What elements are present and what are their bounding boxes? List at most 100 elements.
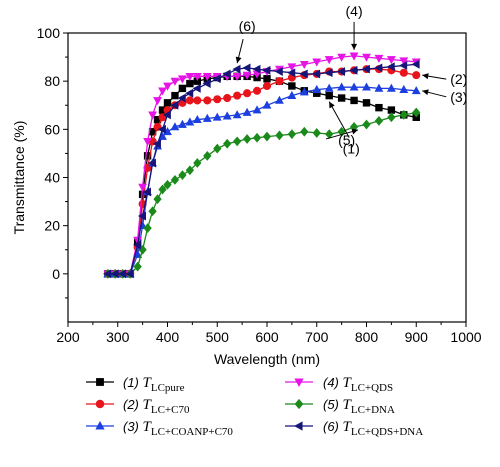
data-point-coanp: [212, 112, 222, 121]
data-point-lcpure: [337, 94, 346, 102]
data-point-coanp: [411, 86, 421, 95]
x-tick-label: 300: [106, 329, 130, 345]
legend-subscript: LC+COANP+C70: [151, 426, 234, 438]
x-tick-label: 500: [206, 329, 230, 345]
data-point-qdsdna: [287, 68, 296, 78]
data-point-qds: [143, 138, 153, 147]
data-point-dna: [163, 179, 172, 190]
annotation-dna: (5): [325, 128, 359, 148]
legend-number: (2): [123, 397, 143, 412]
data-point-qds: [138, 183, 148, 192]
data-point-qdsdna: [299, 69, 308, 79]
annotation-label: (5): [338, 132, 355, 148]
data-point-c70: [243, 89, 252, 98]
data-point-c70: [253, 86, 262, 95]
data-point-coanp: [262, 100, 272, 109]
data-point-dna: [252, 132, 262, 143]
data-point-qdsdna: [147, 158, 156, 168]
data-point-dna: [362, 119, 371, 130]
series-line-dna: [107, 111, 417, 275]
data-point-dna: [412, 107, 421, 118]
data-point-qdsdna: [157, 124, 166, 134]
data-point-qdsdna: [232, 64, 241, 74]
legend-number: (1): [123, 375, 143, 390]
data-point-c70: [233, 91, 242, 100]
annotation-arrow-line: [328, 101, 350, 138]
data-point-coanp: [299, 87, 309, 96]
legend-swatch-marker: [95, 399, 105, 409]
data-point-qds: [185, 72, 195, 82]
data-point-coanp: [192, 114, 202, 124]
data-point-dna: [262, 131, 272, 142]
y-tick-label: 80: [44, 73, 60, 89]
data-point-c70: [185, 96, 194, 105]
data-point-qdsdna: [349, 65, 358, 75]
series-line-qdsdna: [107, 63, 417, 275]
y-tick-label: 60: [44, 121, 60, 137]
annotation-lcpure: (1): [328, 101, 360, 157]
data-point-qds: [192, 72, 202, 82]
data-point-dna: [242, 134, 252, 144]
x-tick-label: 800: [355, 329, 379, 345]
legend-swatch-marker: [294, 421, 303, 431]
data-point-qds: [133, 236, 143, 245]
annotation-label: (3): [450, 89, 467, 105]
data-point-dna: [148, 206, 157, 217]
data-point-c70: [203, 96, 212, 105]
annotation-arrowhead: [235, 56, 242, 64]
legend-label: (6) TLC+QDS+DNA: [323, 419, 423, 438]
data-point-c70: [399, 68, 408, 77]
series-line-coanp: [107, 86, 417, 275]
data-point-qdsdna: [177, 93, 186, 103]
data-point-qdsdna: [202, 79, 211, 88]
data-point-coanp: [275, 95, 284, 104]
data-point-coanp: [362, 82, 371, 91]
data-point-coanp: [287, 90, 297, 99]
x-tick-label: 900: [405, 329, 429, 345]
data-point-qds: [362, 53, 371, 62]
data-point-qdsdna: [152, 139, 161, 149]
data-point-qdsdna: [324, 68, 333, 78]
annotation-coanp: (3): [422, 89, 467, 105]
y-tick-label: 40: [44, 170, 60, 186]
legend-label: (1) TLCpure: [123, 375, 185, 394]
data-point-qdsdna: [361, 64, 370, 74]
data-point-qds: [148, 111, 157, 120]
data-point-qdsdna: [192, 83, 201, 93]
annotation-arrowhead: [422, 73, 429, 80]
data-point-qdsdna: [170, 100, 179, 110]
annotation-arrowhead: [422, 89, 429, 96]
data-point-lcpure: [362, 99, 371, 107]
legend-number: (3): [123, 419, 143, 434]
annotation-arrowhead: [351, 128, 359, 135]
data-point-qds: [349, 52, 359, 61]
legend-subscript: LC+QDS: [351, 382, 393, 394]
data-point-dna: [223, 138, 232, 149]
data-point-coanp: [170, 122, 180, 131]
data-point-lcpure: [263, 75, 271, 83]
legend-symbol: T: [343, 419, 353, 435]
data-point-c70: [412, 71, 421, 80]
legend-number: (5): [323, 397, 343, 412]
data-point-c70: [223, 93, 232, 103]
legend-number: (4): [323, 375, 343, 390]
data-point-qdsdna: [222, 69, 231, 79]
data-point-coanp: [242, 107, 252, 116]
data-point-lcpure: [288, 82, 296, 90]
y-axis-ticks: 0 20 40 60 80 100: [37, 25, 68, 299]
data-point-c70: [193, 96, 202, 105]
data-point-qdsdna: [411, 59, 420, 69]
data-point-qdsdna: [262, 65, 271, 75]
legend-symbol: T: [143, 419, 153, 435]
data-point-qds: [324, 56, 334, 65]
data-point-coanp: [202, 113, 212, 122]
data-point-qdsdna: [142, 187, 151, 197]
data-point-lcpure: [375, 103, 383, 112]
legend-item-lcpure: (1) TLCpure: [86, 375, 185, 394]
data-point-dna: [203, 150, 212, 161]
x-tick-label: 600: [255, 329, 279, 345]
legend-item-qds: (4) TLC+QDS: [285, 375, 393, 394]
legend-label: (2) TLC+C70: [123, 397, 190, 416]
data-point-coanp: [337, 82, 347, 91]
